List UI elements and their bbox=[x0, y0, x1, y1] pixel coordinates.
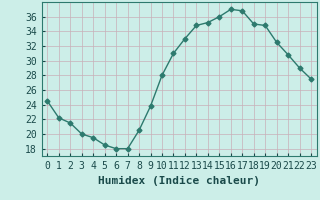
X-axis label: Humidex (Indice chaleur): Humidex (Indice chaleur) bbox=[98, 176, 260, 186]
